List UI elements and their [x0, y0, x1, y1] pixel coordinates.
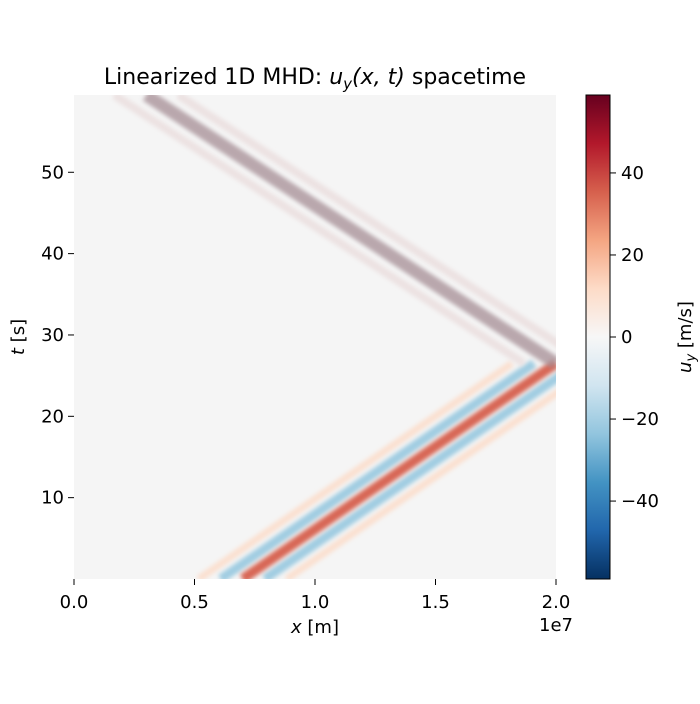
y-axis: 10 20 30 40 50 — [41, 162, 74, 509]
x-tick-label: 2.0 — [542, 592, 571, 613]
y-tick-label: 50 — [41, 162, 64, 183]
colorbar-tick-label: 20 — [621, 245, 644, 266]
colorbar-tick-label: −20 — [621, 409, 659, 430]
y-tick-label: 10 — [41, 488, 64, 509]
incident-wave-side-lobe — [262, 373, 556, 579]
wave-field — [112, 95, 556, 579]
chart-title: Linearized 1D MHD: uy(x, t) spacetime — [104, 65, 526, 93]
colorbar-label: uy [m/s] — [675, 301, 699, 373]
incident-wave-crest — [239, 359, 556, 579]
y-tick-label: 20 — [41, 406, 64, 427]
colorbar — [585, 94, 611, 580]
reflected-wave-outer-lobe — [176, 95, 556, 348]
y-tick-label: 30 — [41, 325, 64, 346]
colorbar-axis: 40 20 0 −20 −40 — [610, 163, 659, 512]
x-offset-label: 1e7 — [539, 615, 573, 636]
y-tick-label: 40 — [41, 244, 64, 265]
reflected-wave-crest — [142, 95, 556, 369]
x-tick-label: 1.5 — [421, 592, 450, 613]
x-tick-label: 1.0 — [301, 592, 330, 613]
incident-wave-side-lobe — [218, 359, 537, 579]
incident-wave-outer-lobe — [196, 360, 514, 579]
y-axis-label: t [s] — [8, 319, 29, 355]
colorbar-tick-label: −40 — [621, 491, 659, 512]
x-tick-label: 0.5 — [180, 592, 209, 613]
x-axis: 0.0 0.5 1.0 1.5 2.0 — [60, 579, 571, 613]
colorbar-tick-label: 0 — [621, 327, 632, 348]
colorbar-tick-label: 40 — [621, 163, 644, 184]
reflected-wave-outer-lobe — [112, 95, 527, 367]
x-tick-label: 0.0 — [60, 592, 89, 613]
x-axis-label: x [m] — [290, 617, 339, 638]
incident-wave-outer-lobe — [284, 389, 556, 579]
